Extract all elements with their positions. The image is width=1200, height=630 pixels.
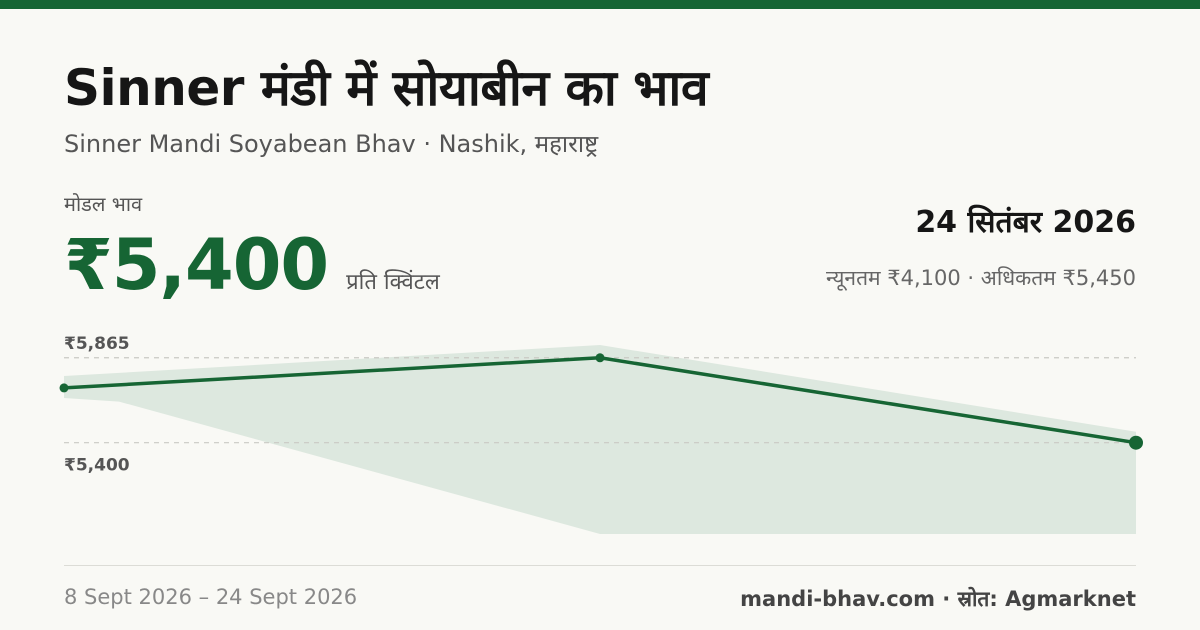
date-range: 8 Sept 2026 – 24 Sept 2026 (64, 585, 358, 609)
price-range-band (64, 345, 1136, 534)
price-point (59, 383, 69, 393)
price-trend-chart: ₹5,865 ₹5,400 (59, 334, 1143, 534)
reference-label: ₹5,865 (64, 334, 130, 354)
modal-price-value: ₹5,400 (64, 224, 329, 306)
price-point (595, 353, 605, 363)
price-date: 24 सितंबर 2026 (915, 205, 1136, 240)
modal-price-label: मोडल भाव (64, 192, 143, 216)
page-title: Sinner मंडी में सोयाबीन का भाव (64, 59, 709, 117)
modal-price-row: ₹5,400 प्रति क्विंटल (64, 224, 440, 306)
page-subtitle: Sinner Mandi Soyabean Bhav · Nashik, महा… (64, 130, 599, 158)
source-credit: mandi-bhav.com · स्रोत: Agmarknet (740, 587, 1136, 611)
top-accent-bar (0, 0, 1200, 9)
min-max-price: न्यूनतम ₹4,100 · अधिकतम ₹5,450 (826, 266, 1136, 290)
price-unit: प्रति क्विंटल (346, 270, 440, 295)
reference-label: ₹5,400 (64, 456, 130, 476)
latest-price-point (1129, 435, 1143, 450)
footer-divider (64, 565, 1136, 566)
